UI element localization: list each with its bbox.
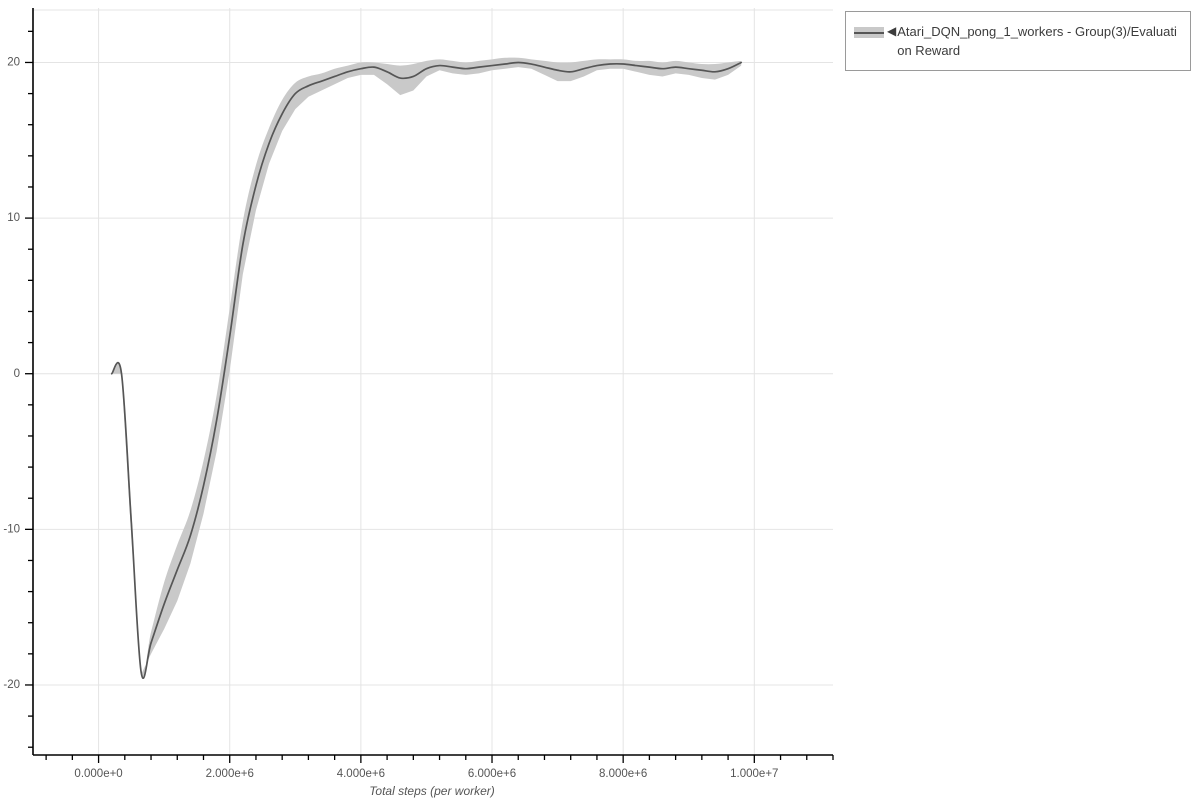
x-axis-tick-label: 4.000e+6 [337, 768, 385, 780]
series-line [110, 61, 743, 680]
legend-triangle-marker-icon: ◀ [887, 24, 897, 38]
x-axis-tick-label: 2.000e+6 [206, 768, 254, 780]
legend-item[interactable]: ◀ Atari_DQN_pong_1_workers - Group(3)/Ev… [854, 22, 1184, 60]
x-axis-tick-label: 0.000e+0 [74, 768, 122, 780]
y-axis-tick-label: -20 [3, 679, 20, 691]
y-axis-tick-label: 0 [14, 368, 20, 380]
legend-color-swatch [854, 24, 884, 40]
confidence-band [111, 57, 742, 677]
y-axis-tick-label: -10 [3, 523, 20, 535]
tick-labels: -20 -10 0 10 20 0.000e+0 2.000e+6 4.000e+6 6.000… [3, 57, 778, 781]
x-axis-tick-label: 8.000e+6 [599, 768, 647, 780]
series-band-area [111, 57, 742, 677]
x-axis-title: Total steps (per worker) [369, 784, 495, 798]
legend-line-swatch [854, 32, 884, 34]
legend-item-label: Atari_DQN_pong_1_workers - Group(3)/Eval… [897, 24, 1177, 58]
legend[interactable]: ◀ Atari_DQN_pong_1_workers - Group(3)/Ev… [845, 11, 1191, 71]
series-mean-line [110, 61, 743, 680]
y-axis-tick-label: 10 [7, 212, 20, 224]
x-axis-tick-label: 6.000e+6 [468, 768, 516, 780]
axes [25, 8, 834, 763]
x-axis-tick-label: 1.000e+7 [730, 768, 778, 780]
y-axis-tick-label: 20 [7, 57, 20, 69]
